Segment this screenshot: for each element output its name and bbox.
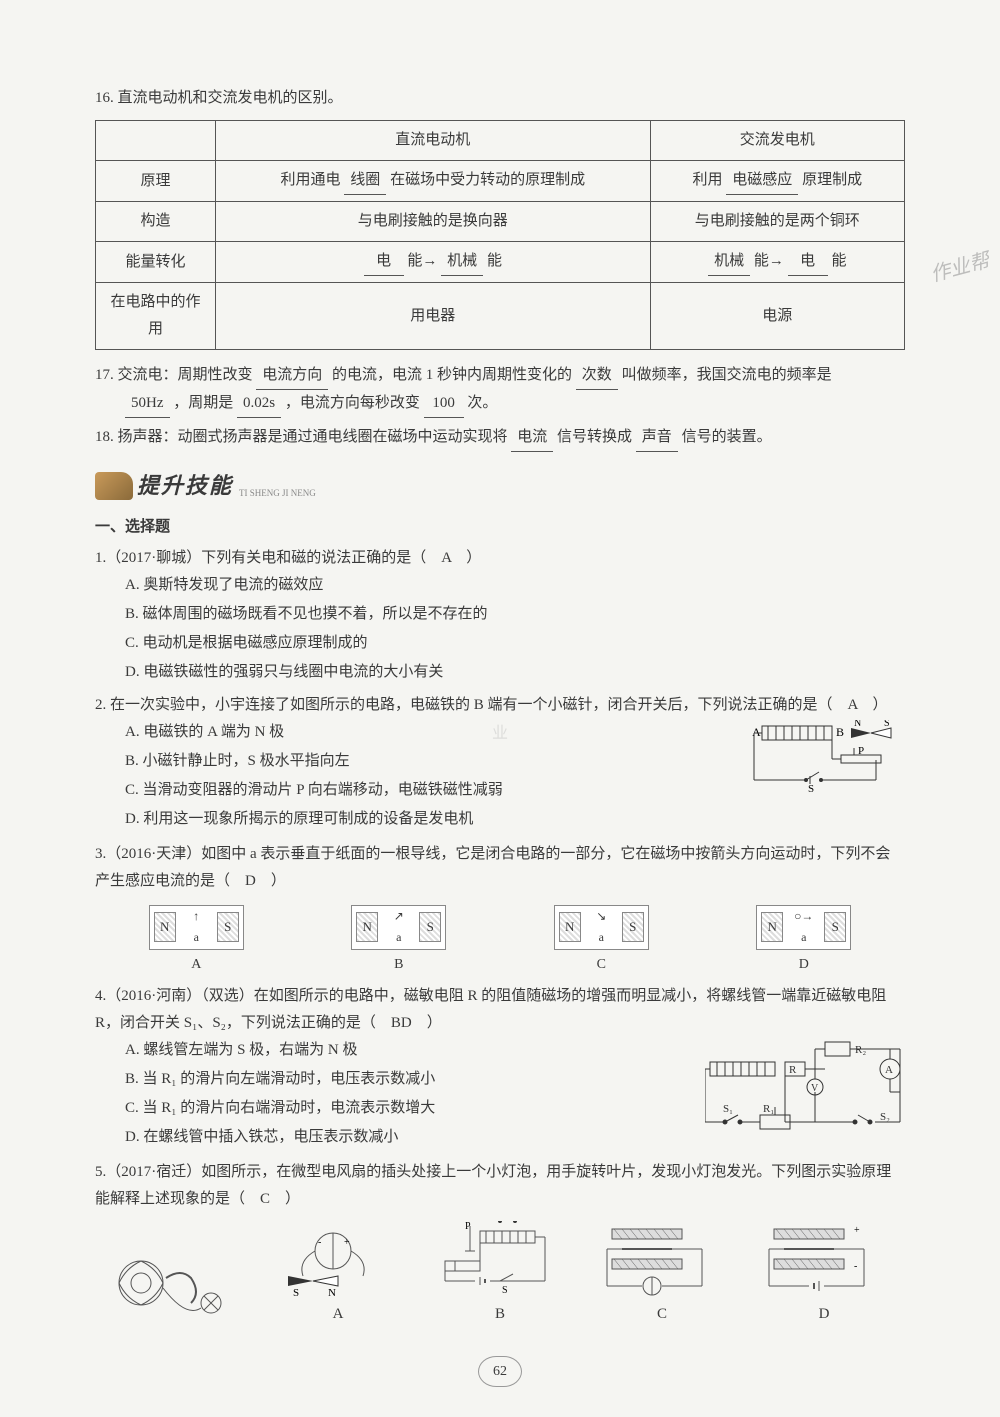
q1-option-c: C. 电动机是根据电磁感应原理制成的: [125, 630, 905, 657]
q2-option-d: D. 利用这一现象所揭示的原理可制成的设备是发电机: [125, 806, 905, 833]
svg-text:+: +: [854, 1225, 860, 1236]
q18: 18. 扬声器：动圈式扬声器是通过通电线圈在磁场中运动实现将 电流 信号转换成 …: [95, 424, 905, 452]
table-header-generator: 交流发电机: [650, 121, 904, 161]
svg-text:N: N: [328, 1287, 336, 1299]
q2-circuit-diagram: A B N S P S: [745, 719, 905, 794]
watermark-center: 业: [492, 720, 508, 749]
row-principle-generator: 利用 电磁感应 原理制成: [650, 161, 904, 202]
row-role-label: 在电路中的作用: [96, 283, 216, 350]
row-structure-generator: 与电刷接触的是两个铜环: [650, 202, 904, 242]
row-energy-generator: 机械 能→ 电 能: [650, 242, 904, 283]
q16-table: 直流电动机 交流发电机 原理 利用通电 线圈 在磁场中受力转动的原理制成 利用 …: [95, 120, 905, 350]
svg-text:N: N: [854, 720, 861, 729]
table-header-blank: [96, 121, 216, 161]
svg-text:-: -: [854, 1261, 857, 1272]
q1-option-b: B. 磁体周围的磁场既看不见也摸不着，所以是不存在的: [125, 601, 905, 628]
q1-option-d: D. 电磁铁磁性的强弱只与线圈中电流的大小有关: [125, 659, 905, 686]
q3: 3.（2016·天津）如图中 a 表示垂直于纸面的一根导线，它是闭合电路的一部分…: [95, 841, 905, 977]
svg-text:S: S: [808, 783, 814, 795]
svg-text:B: B: [836, 725, 844, 739]
svg-text:-: -: [318, 1237, 321, 1248]
q5: 5.（2017·宿迁）如图所示，在微型电风扇的插头处接上一个小灯泡，用手旋转叶片…: [95, 1159, 905, 1328]
q5-stem: 5.（2017·宿迁）如图所示，在微型电风扇的插头处接上一个小灯泡，用手旋转叶片…: [95, 1159, 905, 1213]
q5-diagram-a: - + S N A: [268, 1221, 408, 1328]
q3-diagram-a: N ↑a S A: [149, 905, 244, 977]
row-energy-motor: 电 能→ 机械 能: [216, 242, 651, 283]
row-energy-label: 能量转化: [96, 242, 216, 283]
svg-text:S: S: [293, 1287, 299, 1299]
row-role-motor: 用电器: [216, 283, 651, 350]
table-header-motor: 直流电动机: [216, 121, 651, 161]
q2-stem: 2. 在一次实验中，小宇连接了如图所示的电路，电磁铁的 B 端有一个小磁针，闭合…: [95, 692, 905, 719]
svg-text:R: R: [789, 1064, 797, 1076]
svg-text:R₁: R₁: [763, 1103, 774, 1115]
q5-setup-diagram: [106, 1248, 246, 1328]
q3-diagram-c: N ↘a S C: [554, 905, 649, 977]
subsection-choice: 一、选择题: [95, 514, 905, 541]
row-structure-label: 构造: [96, 202, 216, 242]
section-pinyin: TI SHENG JI NENG: [239, 485, 316, 501]
q1: 1.（2017·聊城）下列有关电和磁的说法正确的是（ A ） A. 奥斯特发现了…: [95, 545, 905, 686]
q4-stem: 4.（2016·河南）（双选）在如图所示的电路中，磁敏电阻 R 的阻值随磁场的增…: [95, 983, 905, 1037]
svg-text:+: +: [344, 1237, 350, 1248]
row-role-generator: 电源: [650, 283, 904, 350]
q4-circuit-diagram: R R₂ A S₂: [705, 1037, 905, 1137]
svg-text:S₁: S₁: [723, 1103, 733, 1115]
q3-diagram-d: N ○→a S D: [756, 905, 851, 977]
svg-text:S: S: [884, 720, 890, 729]
q5-diagram-row: - + S N A P: [95, 1221, 905, 1328]
q2: 2. 在一次实验中，小宇连接了如图所示的电路，电磁铁的 B 端有一个小磁针，闭合…: [95, 692, 905, 835]
svg-text:R₂: R₂: [855, 1044, 866, 1056]
svg-text:V: V: [811, 1083, 819, 1094]
section-header: 提升技能 TI SHENG JI NENG: [95, 466, 905, 506]
row-principle-motor: 利用通电 线圈 在磁场中受力转动的原理制成: [216, 161, 651, 202]
q5-diagram-d: + - D: [754, 1221, 894, 1328]
q16-title: 16. 直流电动机和交流发电机的区别。: [95, 85, 905, 112]
svg-text:S₂: S₂: [880, 1111, 890, 1123]
q1-option-a: A. 奥斯特发现了电流的磁效应: [125, 572, 905, 599]
row-principle-label: 原理: [96, 161, 216, 202]
svg-text:A: A: [885, 1064, 893, 1076]
q17: 17. 交流电：周期性改变 电流方向 的电流，电流 1 秒钟内周期性变化的 次数…: [95, 362, 905, 418]
section-title: 提升技能: [137, 466, 233, 506]
q1-stem: 1.（2017·聊城）下列有关电和磁的说法正确的是（ A ）: [95, 545, 905, 572]
watermark-right: 作业帮: [926, 243, 993, 293]
q3-diagram-b: N ↗a S B: [351, 905, 446, 977]
svg-text:S: S: [502, 1285, 508, 1296]
svg-text:A: A: [752, 725, 761, 739]
row-structure-motor: 与电刷接触的是换向器: [216, 202, 651, 242]
q3-stem: 3.（2016·天津）如图中 a 表示垂直于纸面的一根导线，它是闭合电路的一部分…: [95, 841, 905, 895]
svg-text:P: P: [858, 745, 864, 757]
q3-diagram-row: N ↑a S A N ↗a S B N ↘a S C N ○: [95, 905, 905, 977]
q5-diagram-c: C: [592, 1221, 732, 1328]
q4: 4.（2016·河南）（双选）在如图所示的电路中，磁敏电阻 R 的阻值随磁场的增…: [95, 983, 905, 1153]
q5-diagram-b: P S B: [430, 1221, 570, 1328]
page-number: 62: [478, 1356, 522, 1387]
section-icon: [95, 472, 133, 500]
